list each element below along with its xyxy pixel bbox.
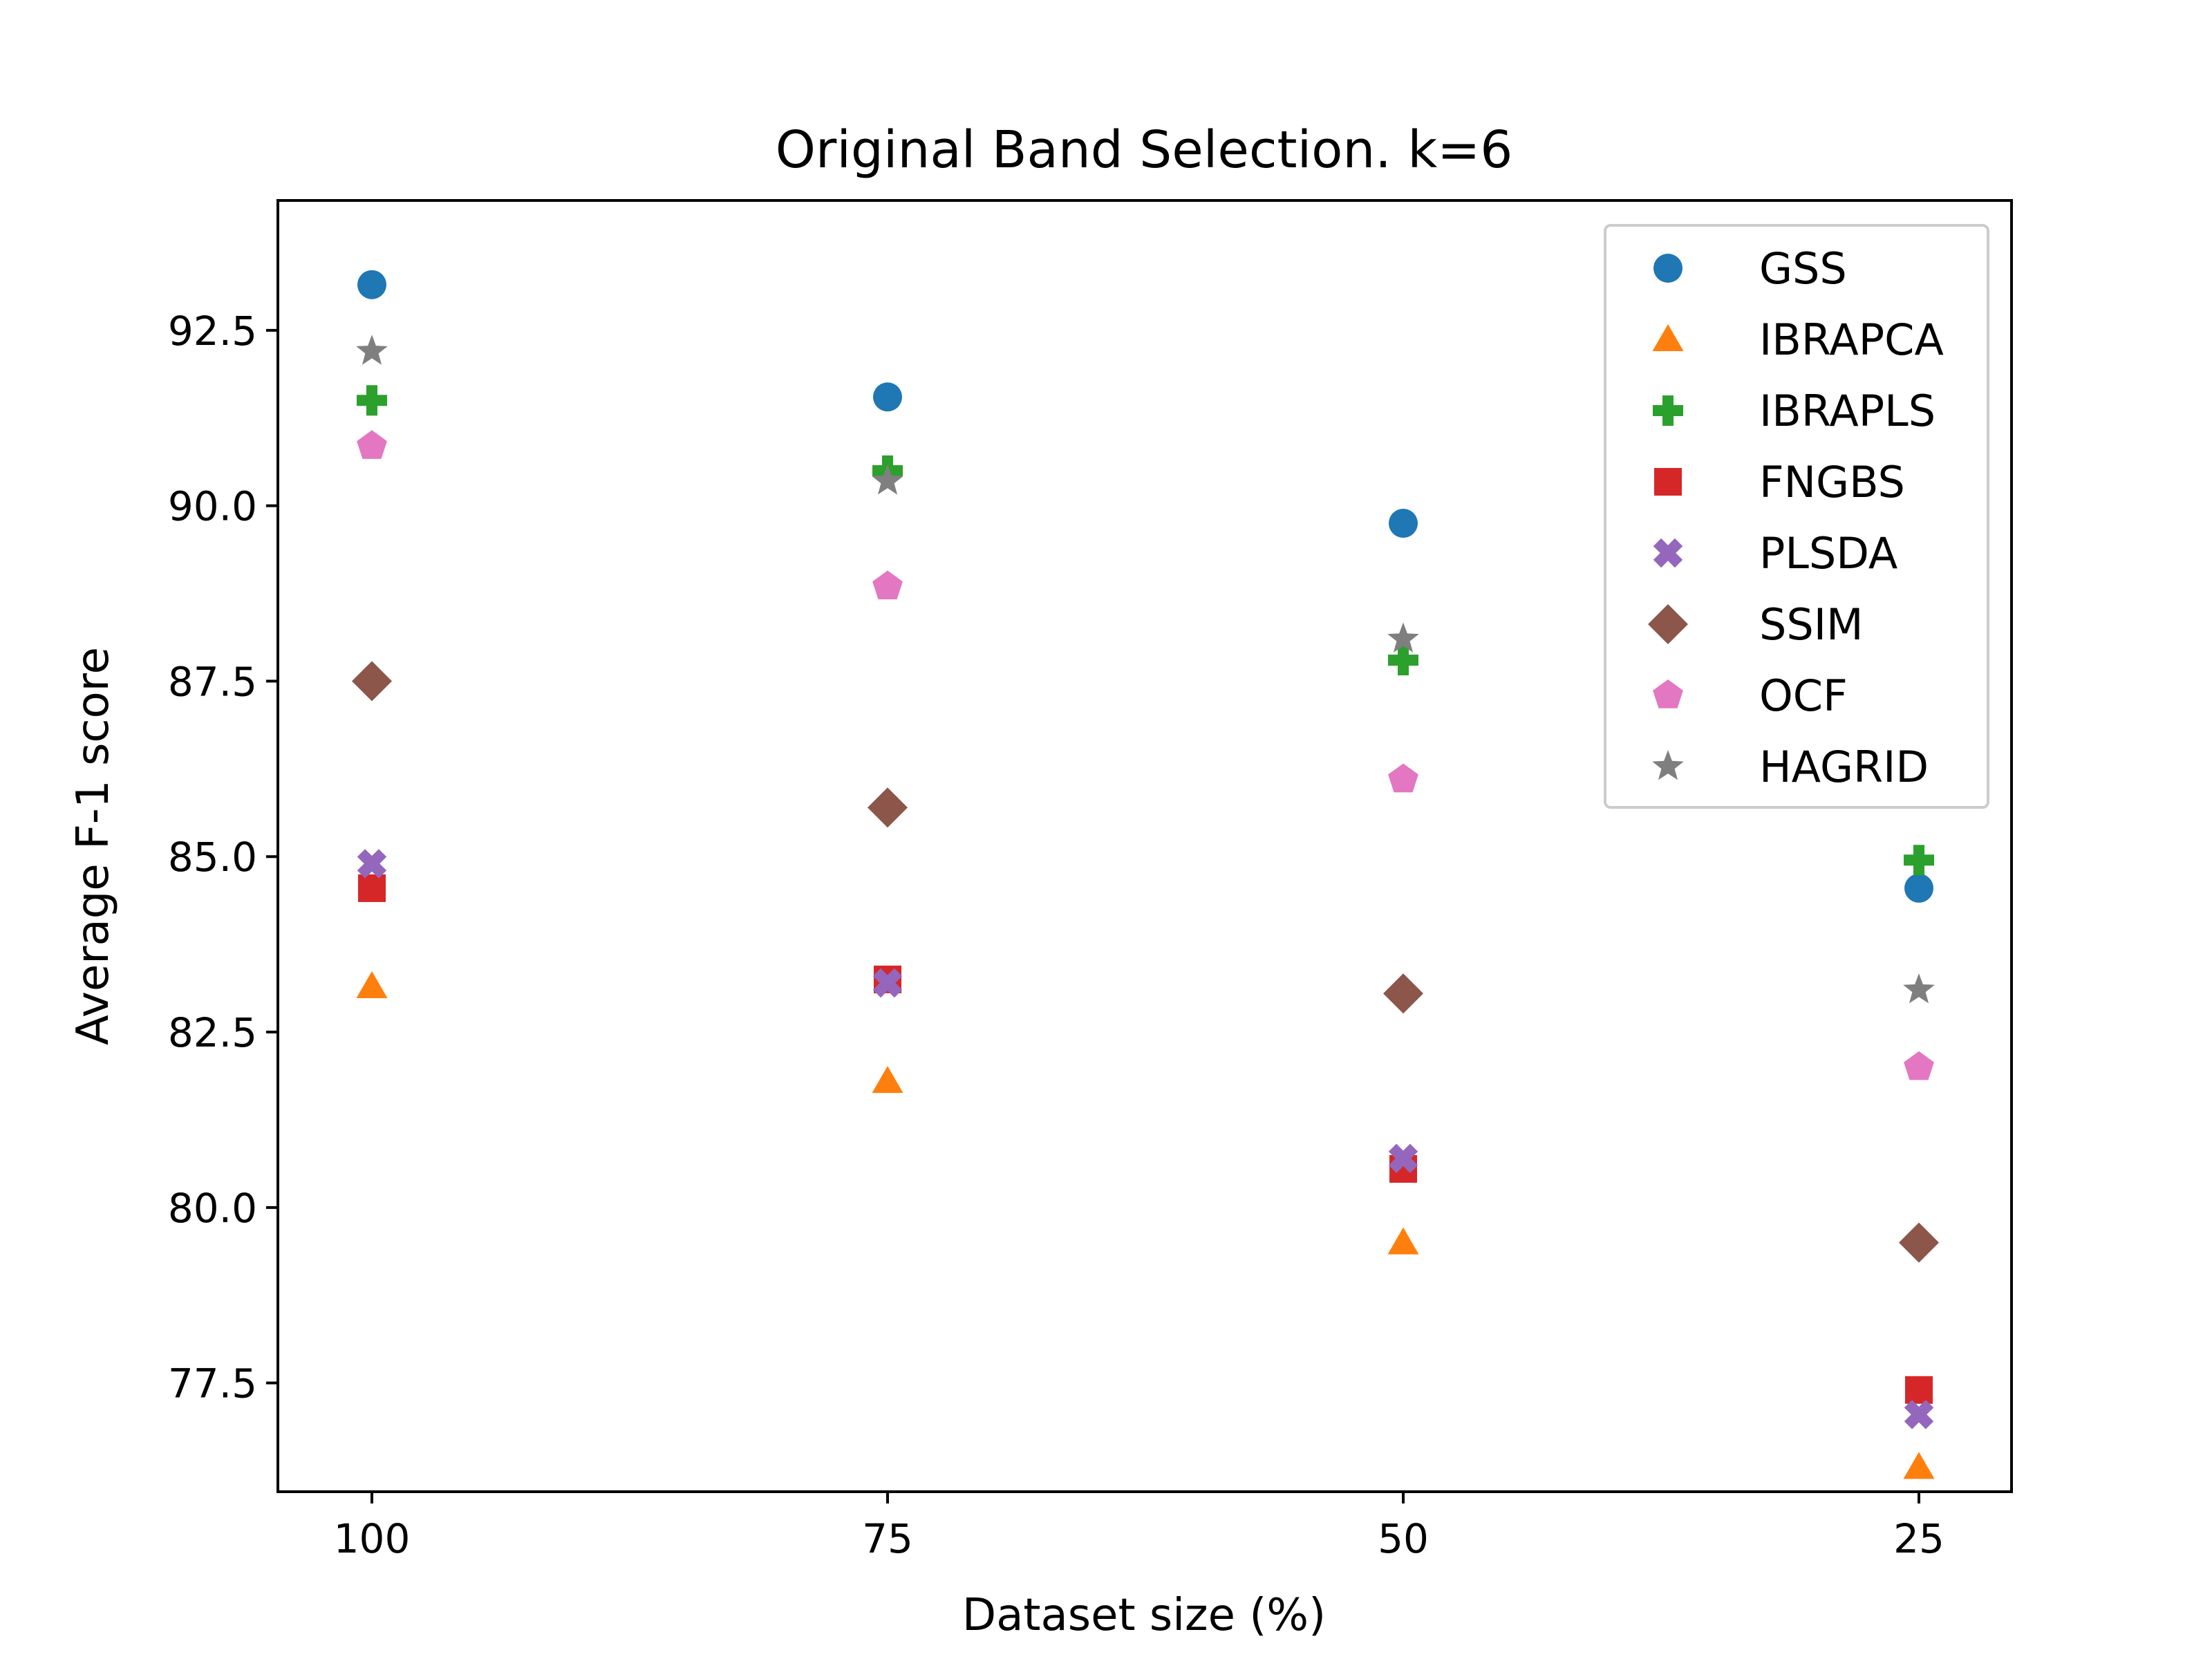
data-point-ssim-50 [1383,973,1423,1014]
y-tick-label: 80.0 [168,1185,257,1232]
data-point-hagrid-50 [1387,622,1419,653]
data-point-gss-50 [1389,509,1418,538]
legend-item-hagrid: HAGRID [1652,742,1929,792]
y-tick-label: 77.5 [168,1360,257,1407]
data-point-plsda-100 [357,849,387,879]
x-tick-label: 75 [862,1515,913,1562]
x-tick-label: 25 [1893,1515,1944,1562]
legend-item-ssim: SSIM [1648,599,1864,650]
legend-marker-hagrid [1652,750,1684,780]
x-axis: 100 75 50 25 [334,1492,1944,1562]
data-point-ssim-75 [868,787,908,828]
legend-label: IBRAPCA [1759,315,1944,365]
legend-item-ibrapls: IBRAPLS [1653,386,1936,436]
legend-marker-ocf [1653,679,1683,709]
data-point-ibrapca-75 [872,1066,903,1094]
legend-marker-plsda [1653,538,1683,568]
data-point-plsda-25 [1904,1400,1934,1430]
legend-label: HAGRID [1759,742,1929,792]
data-point-hagrid-25 [1903,973,1935,1004]
legend-marker-ibrapls [1653,395,1683,426]
data-point-ocf-50 [1388,763,1418,793]
data-point-gss-75 [873,382,902,412]
data-point-ssim-100 [352,661,392,702]
data-point-ibrapca-100 [356,971,388,998]
y-tick-label: 87.5 [168,658,257,705]
series-gss [357,270,1933,903]
legend-item-fngbs: FNGBS [1654,457,1905,507]
legend-label: FNGBS [1759,457,1905,507]
data-point-fngbs-25 [1905,1376,1933,1404]
legend-label: IBRAPLS [1759,386,1936,436]
data-point-ocf-75 [872,570,903,599]
legend: GSS IBRAPCA IBRAPLS FNGBS PLSDA SSIM OCF HAGRID [1604,224,1989,809]
legend-marker-fngbs [1654,468,1682,496]
chart-title: Original Band Selection. k=6 [776,120,1513,180]
x-tick-label: 50 [1378,1515,1429,1562]
series-ocf [357,430,1934,1080]
y-tick-label: 82.5 [168,1009,257,1056]
legend-label: PLSDA [1759,528,1897,579]
y-tick-label: 85.0 [168,834,257,881]
legend-label: GSS [1759,243,1847,294]
series-plsda [357,849,1934,1430]
data-point-ibrapls-25 [1904,845,1934,876]
data-point-ibrapls-50 [1388,645,1418,675]
legend-marker-ssim [1648,604,1688,644]
data-point-ibrapls-100 [357,385,387,416]
series-ibrapca [356,971,1935,1479]
legend-item-gss: GSS [1653,243,1847,294]
y-tick-label: 92.5 [168,308,257,355]
y-axis-label: Average F-1 score [68,647,119,1045]
legend-item-ibrapca: IBRAPCA [1652,315,1944,365]
data-point-hagrid-100 [356,335,388,365]
data-point-plsda-50 [1388,1143,1418,1173]
y-tick-label: 90.0 [168,483,257,530]
series-ssim [352,661,1939,1263]
legend-label: OCF [1759,671,1848,721]
series-hagrid [356,335,1935,1004]
x-axis-label: Dataset size (%) [962,1590,1326,1641]
data-points [352,270,1939,1479]
legend-frame [1604,224,1989,809]
data-point-ibrapca-50 [1387,1227,1419,1255]
legend-item-ocf: OCF [1653,671,1848,721]
legend-item-plsda: PLSDA [1653,528,1897,579]
y-axis: 77.5 80.0 82.5 85.0 87.5 90.0 92.5 [168,308,278,1407]
data-point-fngbs-100 [358,874,386,902]
data-point-ibrapca-25 [1903,1452,1935,1479]
x-tick-label: 100 [334,1515,411,1562]
legend-marker-ibrapca [1652,324,1684,351]
data-point-ssim-25 [1899,1222,1939,1263]
data-point-gss-100 [357,270,386,299]
data-point-plsda-75 [872,968,903,998]
plot-frame [276,199,2013,1493]
data-point-ocf-100 [357,430,387,459]
data-point-ocf-25 [1904,1051,1934,1080]
data-point-hagrid-75 [872,465,903,495]
data-point-gss-25 [1904,873,1933,903]
legend-marker-gss [1653,254,1683,283]
legend-label: SSIM [1759,599,1864,650]
